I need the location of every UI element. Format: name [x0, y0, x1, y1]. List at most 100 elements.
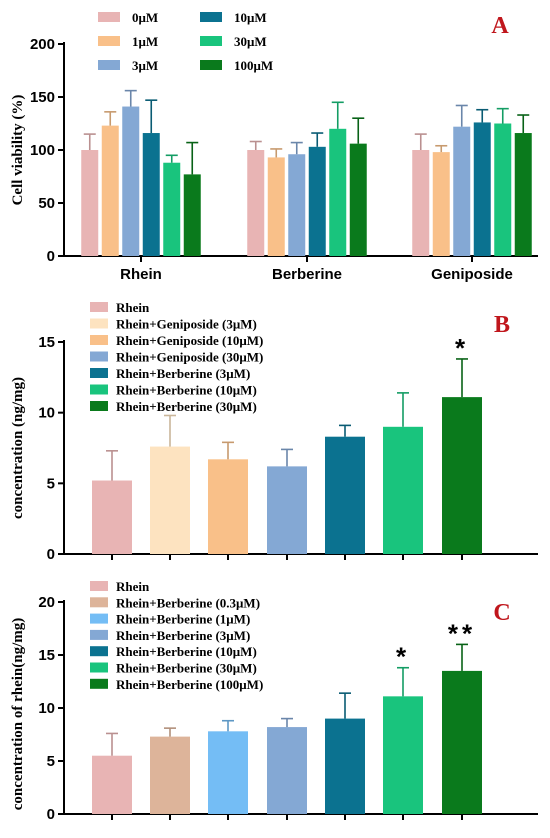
panel-c-ylabel: concentration of rhein(ng/mg): [10, 618, 26, 810]
panel-a-legend-label: 0μM: [132, 10, 158, 25]
panel-c-legend-swatch: [90, 662, 108, 673]
panel-a-category-label: Berberine: [272, 266, 342, 283]
panel-a-bar: [183, 174, 201, 256]
panel-a-legend-label: 30μM: [234, 34, 267, 49]
panel-a-ytick-label: 150: [30, 89, 55, 106]
panel-c-significance-mark: *: [396, 642, 410, 672]
panel-b-legend-label: Rhein+Berberine (30μM): [116, 399, 257, 414]
panel-c-legend-label: Rhein+Berberine (3μM): [116, 628, 250, 643]
panel-a-category-label: Rhein: [120, 266, 162, 283]
panel-a-bar: [142, 133, 160, 256]
panel-c-label: C: [493, 600, 510, 626]
panel-b-bar: [208, 459, 248, 554]
panel-a-ytick-label: 100: [30, 142, 55, 159]
panel-b-legend-label: Rhein+Geniposide (10μM): [116, 333, 263, 348]
panel-a-bar: [453, 126, 471, 257]
panel-b-bar: [150, 446, 190, 554]
panel-c-legend-label: Rhein+Berberine (0.3μM): [116, 595, 260, 610]
panel-a-bar: [163, 162, 181, 256]
panel-a-legend-swatch: [200, 60, 222, 70]
panel-a-bar: [247, 150, 265, 256]
panel-b-legend-label: Rhein+Geniposide (3μM): [116, 317, 257, 332]
panel-a-ytick-label: 200: [30, 36, 55, 53]
panel-b-legend-swatch: [90, 384, 108, 395]
panel-c-legend-label: Rhein: [116, 579, 150, 594]
panel-c-bar: [92, 755, 132, 814]
panel-b-legend-swatch: [90, 351, 108, 362]
panel-b-bar: [442, 397, 482, 554]
panel-a-ytick-label: 0: [47, 248, 55, 265]
panel-c-ytick-label: 15: [38, 647, 55, 664]
panel-b-ylabel: concentration (ng/mg): [10, 377, 26, 519]
panel-a-bar: [514, 133, 532, 256]
panel-b-legend-swatch: [90, 318, 108, 329]
panel-c-bar: [267, 727, 307, 814]
panel-c-legend-label: Rhein+Berberine (10μM): [116, 644, 257, 659]
panel-a-bar: [101, 125, 119, 257]
panel-b-legend-swatch: [90, 335, 108, 345]
panel-c-legend-label: Rhein+Berberine (1μM): [116, 612, 250, 627]
panel-c-legend-swatch: [90, 581, 108, 591]
panel-b-legend-swatch: [90, 401, 108, 411]
panel-a-legend-swatch: [98, 60, 120, 70]
panel-c-bar: [383, 696, 423, 814]
panel-b-legend-label: Rhein+Berberine (3μM): [116, 366, 250, 381]
panel-b-legend-swatch: [90, 368, 108, 378]
panel-b-ytick-label: 10: [38, 405, 55, 422]
panel-a-legend-swatch: [98, 36, 120, 46]
panel-a-legend-label: 10μM: [234, 10, 267, 25]
panel-b-legend-label: Rhein+Geniposide (30μM): [116, 350, 263, 365]
panel-a-legend-swatch: [98, 12, 120, 22]
panel-a-bar: [329, 128, 347, 256]
panel-a-label: A: [491, 13, 509, 39]
panel-b-significance-mark: *: [455, 333, 469, 363]
panel-c-legend-swatch: [90, 613, 108, 624]
panel-b-legend-swatch: [90, 302, 108, 312]
panel-c-legend-swatch: [90, 646, 108, 657]
panel-b-ytick-label: 0: [47, 546, 55, 563]
panel-a-legend-label: 100μM: [234, 58, 273, 73]
panel-a-ytick-label: 50: [38, 195, 55, 212]
panel-c-bar: [150, 736, 190, 814]
panel-c-bar: [208, 731, 248, 814]
panel-b-legend-label: Rhein+Berberine (10μM): [116, 383, 257, 398]
panel-a-category-label: Geniposide: [431, 266, 513, 283]
panel-b-bar: [383, 426, 423, 554]
panel-a-bar: [432, 152, 450, 256]
panel-b-bar: [92, 480, 132, 554]
panel-a-bar: [473, 122, 491, 256]
panel-c-bar: [325, 718, 365, 814]
panel-c-ytick-label: 20: [38, 594, 55, 611]
panel-a-legend-label: 1μM: [132, 34, 158, 49]
panel-b-bar: [267, 466, 307, 554]
panel-c: concentration of rhein(ng/mg) C 0 5 10 15 20…: [10, 579, 538, 823]
panel-b: concentration (ng/mg) B 0 5 10 15 Rhein Rhein…: [10, 300, 538, 563]
panel-a-ylabel: Cell viability (%): [10, 95, 26, 206]
panel-c-legend-label: Rhein+Berberine (30μM): [116, 661, 257, 676]
panel-c-significance-mark: **: [448, 618, 476, 648]
panel-a-bar: [288, 154, 306, 256]
panel-c-legend-swatch: [90, 678, 108, 689]
panel-a-bar: [412, 150, 430, 256]
panel-c-bar: [442, 670, 482, 814]
panel-a-bar: [308, 146, 326, 256]
panel-c-legend-label: Rhein+Berberine (100μM): [116, 677, 263, 692]
panel-b-bar: [325, 436, 365, 554]
panel-a-bar: [81, 150, 99, 256]
panel-c-ytick-label: 0: [47, 806, 55, 823]
panel-c-ytick-label: 5: [47, 753, 55, 770]
panel-a: Cell viability (%) A 0 50 100 150 200 Rhein Be…: [10, 10, 538, 283]
panel-a-bar: [267, 157, 285, 256]
panel-b-ytick-label: 5: [47, 475, 55, 492]
panel-a-bar: [349, 143, 367, 256]
panel-a-legend-label: 3μM: [132, 58, 158, 73]
panel-c-ytick-label: 10: [38, 700, 55, 717]
panel-b-legend-label: Rhein: [116, 300, 150, 315]
panel-c-legend-swatch: [90, 597, 108, 608]
panel-a-bar: [122, 106, 140, 256]
panel-b-ytick-label: 15: [38, 334, 55, 351]
panel-b-label: B: [494, 312, 510, 338]
panel-a-legend-swatch: [200, 36, 222, 46]
panel-a-bar: [494, 123, 512, 256]
